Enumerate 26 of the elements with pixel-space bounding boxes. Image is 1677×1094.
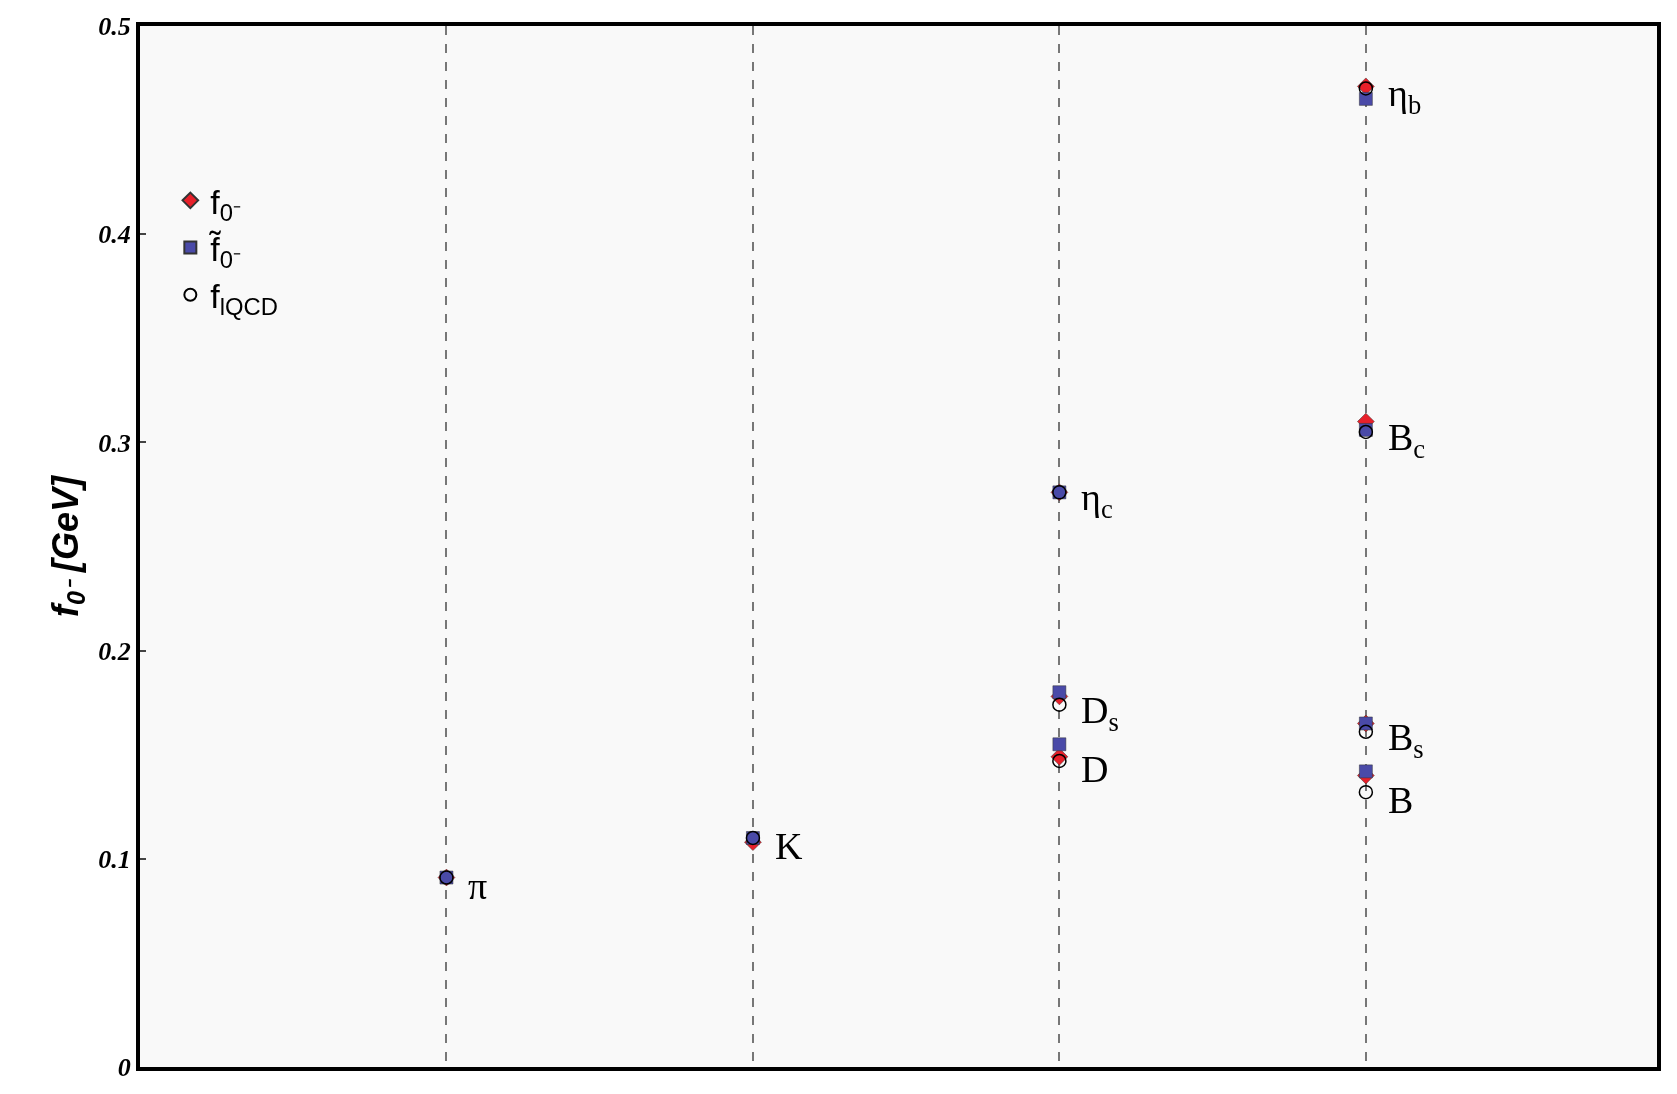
annotation: D$_{s}$ [1081,689,1119,737]
y-tick-label: 0.2 [98,636,131,666]
legend-label: f$_{0⁻}$ [210,182,242,226]
y-tick-label: 0.1 [98,844,131,874]
y-tick-label: 0.5 [98,12,131,42]
point [1052,685,1067,699]
point [1358,724,1374,740]
y-tick-label: 0.4 [98,220,131,250]
point [1358,81,1374,96]
annotation: D [1081,748,1109,790]
point [1052,697,1067,712]
annotation: η$_{c}$ [1081,476,1113,524]
point [1359,764,1373,779]
point [1358,784,1374,800]
legend-label: f̃$_{0⁻}$ [208,229,242,273]
point [1052,753,1067,769]
annotation: B [1388,779,1414,821]
y-tick-label: 0.3 [98,428,131,458]
annotation: B$_{c}$ [1388,416,1426,464]
annotation: K [775,825,803,867]
annotation: π [468,865,488,907]
point [1052,737,1067,752]
annotation: η$_{b}$ [1388,72,1422,120]
legend-label: f$_{lQCD}$ [210,277,278,321]
annotation: B$_{s}$ [1388,716,1424,764]
y-tick-label: 0 [117,1053,131,1083]
